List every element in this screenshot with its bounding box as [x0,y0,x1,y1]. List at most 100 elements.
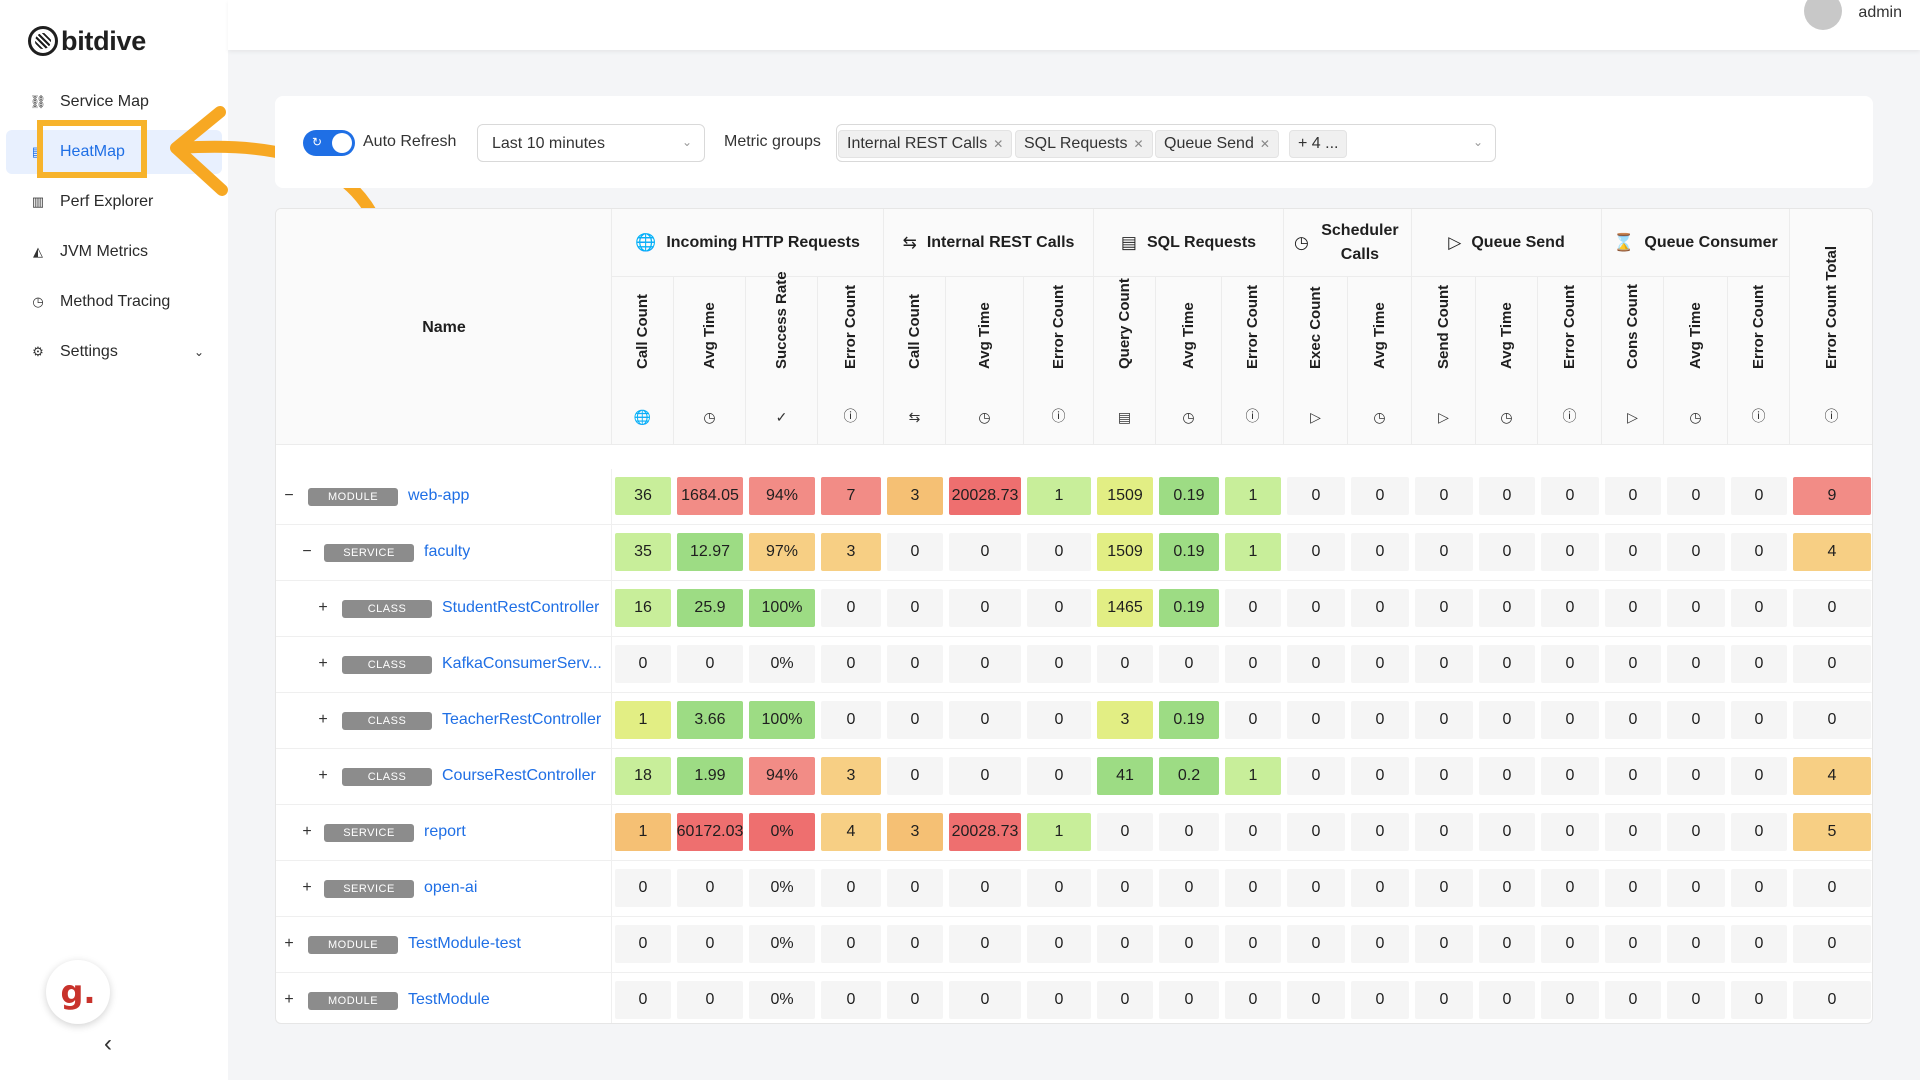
metric-cell[interactable]: 1 [615,701,671,739]
metric-cell[interactable]: 0 [1541,981,1599,1019]
logo[interactable]: bitdive [28,26,146,56]
metric-cell[interactable]: 0 [1479,757,1535,795]
metric-cell[interactable]: 0 [949,757,1021,795]
metric-cell[interactable]: 0 [887,981,943,1019]
metric-cell[interactable]: 0 [1479,645,1535,683]
metric-cell[interactable]: 0 [1351,477,1409,515]
metric-tag[interactable]: Queue Send ✕ [1155,130,1279,158]
metric-cell[interactable]: 0 [821,645,881,683]
metric-cell[interactable]: 0 [1479,981,1535,1019]
metric-cell[interactable]: 0 [1225,869,1281,907]
metric-cell[interactable]: 0 [1793,869,1871,907]
metric-cell[interactable]: 0 [1225,813,1281,851]
expand-row-icon[interactable]: + [302,823,312,840]
metric-cell[interactable]: 16 [615,589,671,627]
metric-cell[interactable]: 0 [887,869,943,907]
metric-cell[interactable]: 1.99 [677,757,743,795]
column-header-error-count[interactable]: Error Count ⓘ [818,277,884,445]
metric-cell[interactable]: 1509 [1097,477,1153,515]
metric-cell[interactable]: 0 [1225,645,1281,683]
metric-cell[interactable]: 0 [821,925,881,963]
metric-cell[interactable]: 0 [1287,589,1345,627]
metric-cell[interactable]: 94% [749,477,815,515]
table-row[interactable]: + SERVICE open-ai 0 0 0% 0 0 0 0 0 0 0 0 0 0 0 0 0 0 0 0 [276,861,1872,917]
metric-cell[interactable]: 0 [1415,925,1473,963]
table-row[interactable]: − MODULE web-app 36 1684.05 94% 7 3 20028.73 1 150… [276,469,1872,525]
metric-cell[interactable]: 0 [1541,645,1599,683]
metric-cell[interactable]: 0 [1287,981,1345,1019]
row-name-link[interactable]: faculty [424,543,471,560]
metric-cell[interactable]: 0 [1415,533,1473,571]
metric-cell[interactable]: 1509 [1097,533,1153,571]
metric-cell[interactable]: 0 [1351,925,1409,963]
column-header-cons-count[interactable]: Cons Count ▷ [1602,277,1664,445]
metric-cell[interactable]: 0 [1027,757,1091,795]
metric-cell[interactable]: 3 [887,813,943,851]
table-row[interactable]: − SERVICE faculty 35 12.97 97% 3 0 0 0 1509 0.19 1 0 0… [276,525,1872,581]
metric-cell[interactable]: 0 [949,925,1021,963]
column-group-incoming-http-requests[interactable]: 🌐 Incoming HTTP Requests [612,209,884,277]
metric-cell[interactable]: 0 [1159,869,1219,907]
metric-cell[interactable]: 0 [1027,981,1091,1019]
metric-cell[interactable]: 4 [1793,533,1871,571]
metric-cell[interactable]: 0 [1287,533,1345,571]
more-tags[interactable]: + 4 ... [1289,130,1348,158]
metric-cell[interactable]: 0 [1605,645,1661,683]
metric-cell[interactable]: 0 [1793,701,1871,739]
metric-cell[interactable]: 0 [887,757,943,795]
metric-cell[interactable]: 0 [1541,589,1599,627]
row-name-link[interactable]: TestModule [408,991,490,1008]
expand-row-icon[interactable]: + [318,599,328,616]
metric-cell[interactable]: 0 [1541,925,1599,963]
column-group-queue-consumer[interactable]: ⌛ Queue Consumer [1602,209,1790,277]
column-header-call-count[interactable]: Call Count ⇆ [884,277,946,445]
metric-cell[interactable]: 0 [1415,869,1473,907]
metric-cell[interactable]: 1 [615,813,671,851]
column-header-error-count-total[interactable]: Error Count Total ⓘ [1790,209,1872,445]
metric-cell[interactable]: 1 [1225,533,1281,571]
metric-cell[interactable]: 0 [1415,701,1473,739]
sidebar-item-jvm-metrics[interactable]: ◭ JVM Metrics [6,230,222,274]
metric-cell[interactable]: 0 [1479,477,1535,515]
metric-cell[interactable]: 0 [615,981,671,1019]
column-header-send-count[interactable]: Send Count ▷ [1412,277,1476,445]
metric-cell[interactable]: 35 [615,533,671,571]
metric-cell[interactable]: 0 [1793,589,1871,627]
metric-cell[interactable]: 0 [1479,813,1535,851]
metric-cell[interactable]: 0 [1605,477,1661,515]
metric-cell[interactable]: 0 [1731,925,1787,963]
metric-cell[interactable]: 0 [1793,981,1871,1019]
metric-cell[interactable]: 0 [1667,869,1725,907]
row-name-link[interactable]: report [424,823,466,840]
column-header-avg-time[interactable]: Avg Time ◷ [674,277,746,445]
metric-cell[interactable]: 12.97 [677,533,743,571]
column-header-avg-time[interactable]: Avg Time ◷ [1664,277,1728,445]
metric-cell[interactable]: 0 [677,869,743,907]
column-header-exec-count[interactable]: Exec Count ▷ [1284,277,1348,445]
metric-cell[interactable]: 0 [1027,925,1091,963]
metric-cell[interactable]: 1684.05 [677,477,743,515]
table-row[interactable]: + CLASS StudentRestController 16 25.9 100% 0 0 0… [276,581,1872,637]
metric-cell[interactable]: 0 [1159,981,1219,1019]
metric-cell[interactable]: 0 [1731,533,1787,571]
metric-cell[interactable]: 0 [1351,533,1409,571]
metric-cell[interactable]: 1 [1027,813,1091,851]
table-row[interactable]: + CLASS KafkaConsumerServ... 0 0 0% 0 0 0 0 0 0 0 0 0 0… [276,637,1872,693]
metric-cell[interactable]: 5 [1793,813,1871,851]
metric-cell[interactable]: 0 [1605,589,1661,627]
metric-cell[interactable]: 0 [1731,477,1787,515]
metric-cell[interactable]: 0 [1351,757,1409,795]
metric-cell[interactable]: 0 [1415,757,1473,795]
metric-cell[interactable]: 0 [1793,645,1871,683]
metric-cell[interactable]: 0 [1287,813,1345,851]
g-badge-button[interactable]: g. [46,960,110,1024]
metric-cell[interactable]: 0 [1351,813,1409,851]
expand-row-icon[interactable]: + [318,711,328,728]
metric-cell[interactable]: 0 [1541,477,1599,515]
metric-cell[interactable]: 18 [615,757,671,795]
metric-cell[interactable]: 0 [1351,589,1409,627]
metric-cell[interactable]: 1465 [1097,589,1153,627]
row-name-link[interactable]: StudentRestController [442,599,600,616]
metric-cell[interactable]: 0 [1027,869,1091,907]
metric-cell[interactable]: 0 [1287,645,1345,683]
